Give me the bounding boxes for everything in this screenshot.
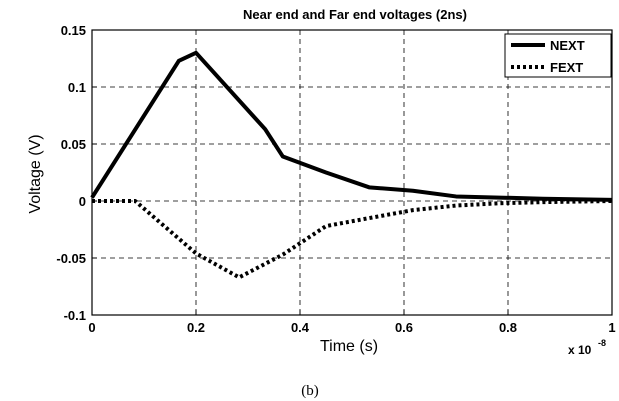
legend-label-next: NEXT (550, 38, 585, 53)
x-tick-label: 0.4 (291, 320, 310, 335)
x-multiplier-exponent: -8 (598, 338, 606, 348)
y-tick-label: -0.1 (64, 308, 86, 323)
plot-frame (91, 29, 613, 316)
y-tick-label: 0.1 (68, 80, 86, 95)
x-tick-label: 1 (608, 320, 615, 335)
x-tick-label: 0.6 (395, 320, 413, 335)
x-tick-label: 0.8 (499, 320, 517, 335)
series-line-fext (92, 199, 613, 280)
chart-title: Near end and Far end voltages (2ns) (243, 7, 467, 22)
legend: NEXT FEXT (504, 33, 612, 78)
series-line-next (90, 50, 613, 202)
figure-caption: (b) (301, 383, 319, 399)
x-multiplier-label: x 10 (568, 343, 592, 357)
y-tick-label: 0.05 (61, 137, 86, 152)
y-tick-label: 0.15 (61, 23, 86, 38)
y-tick-label: 0 (79, 194, 86, 209)
y-tick-labels: 0.15 0.1 0.05 0 -0.05 -0.1 (56, 23, 86, 323)
legend-label-fext: FEXT (550, 60, 583, 75)
x-tick-label: 0 (88, 320, 95, 335)
x-tick-label: 0.2 (187, 320, 205, 335)
x-tick-labels: 0 0.2 0.4 0.6 0.8 1 (88, 320, 615, 335)
legend-box (504, 33, 612, 78)
y-axis-label: Voltage (V) (27, 134, 44, 213)
y-tick-label: -0.05 (56, 251, 86, 266)
plot-lines (90, 50, 613, 280)
x-axis-label: Time (s) (320, 338, 378, 355)
ticks (91, 29, 613, 316)
